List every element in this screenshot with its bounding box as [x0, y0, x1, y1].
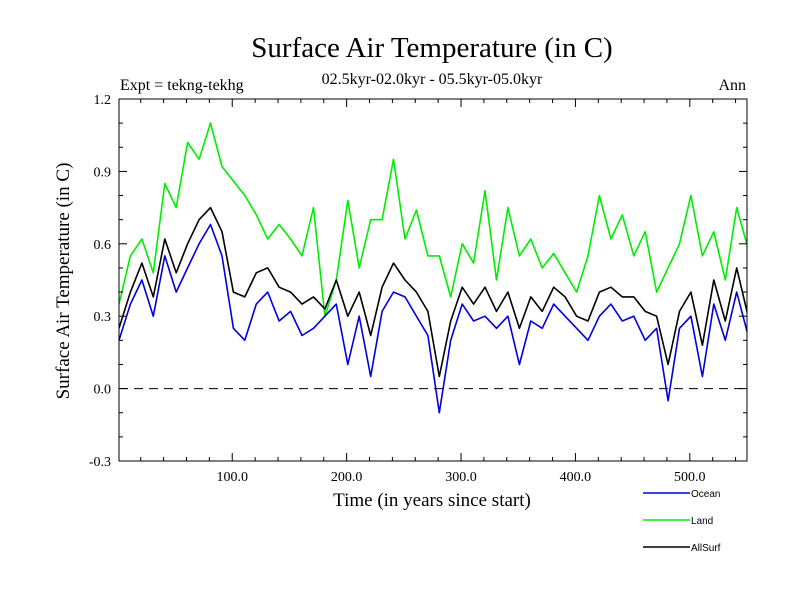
y-tick-label: -0.3	[89, 455, 111, 470]
x-tick-label: 100.0	[216, 470, 248, 485]
series-allsurf-line	[119, 206, 747, 378]
series-layer	[119, 122, 747, 414]
x-tick-label: 500.0	[674, 470, 706, 485]
y-tick-label: 0.6	[94, 238, 112, 253]
legend-ocean-label: Ocean	[691, 489, 720, 500]
experiment-label: Expt = tekng-tekhg	[120, 77, 244, 94]
y-tick-label: 0.9	[94, 165, 112, 180]
plot-frame	[118, 98, 748, 462]
legend-land-label: Land	[691, 516, 713, 527]
x-tick-label: 200.0	[331, 470, 363, 485]
period-label: Ann	[718, 77, 746, 94]
y-axis-label: Surface Air Temperature (in C)	[53, 163, 74, 400]
x-tick-label: 300.0	[445, 470, 477, 485]
legend-allsurf-label: AllSurf	[691, 543, 721, 554]
chart-subtitle: 02.5kyr-02.0kyr - 05.5kyr-05.0kyr	[322, 71, 543, 88]
chart-title: Surface Air Temperature (in C)	[251, 32, 612, 64]
series-ocean-line	[119, 223, 747, 414]
tick-layer: -0.3 0.0 0.3 0.6 0.9 1.2 100.0 200.0 300.0 400.0 5…	[89, 93, 747, 485]
y-tick-label: 0.3	[94, 310, 112, 325]
legend: Ocean Land AllSurf	[643, 489, 721, 554]
x-axis-label: Time (in years since start)	[333, 490, 531, 511]
x-tick-label: 400.0	[560, 470, 592, 485]
series-land-line	[119, 122, 747, 318]
y-tick-label: 1.2	[94, 93, 112, 108]
y-tick-label: 0.0	[94, 383, 112, 398]
